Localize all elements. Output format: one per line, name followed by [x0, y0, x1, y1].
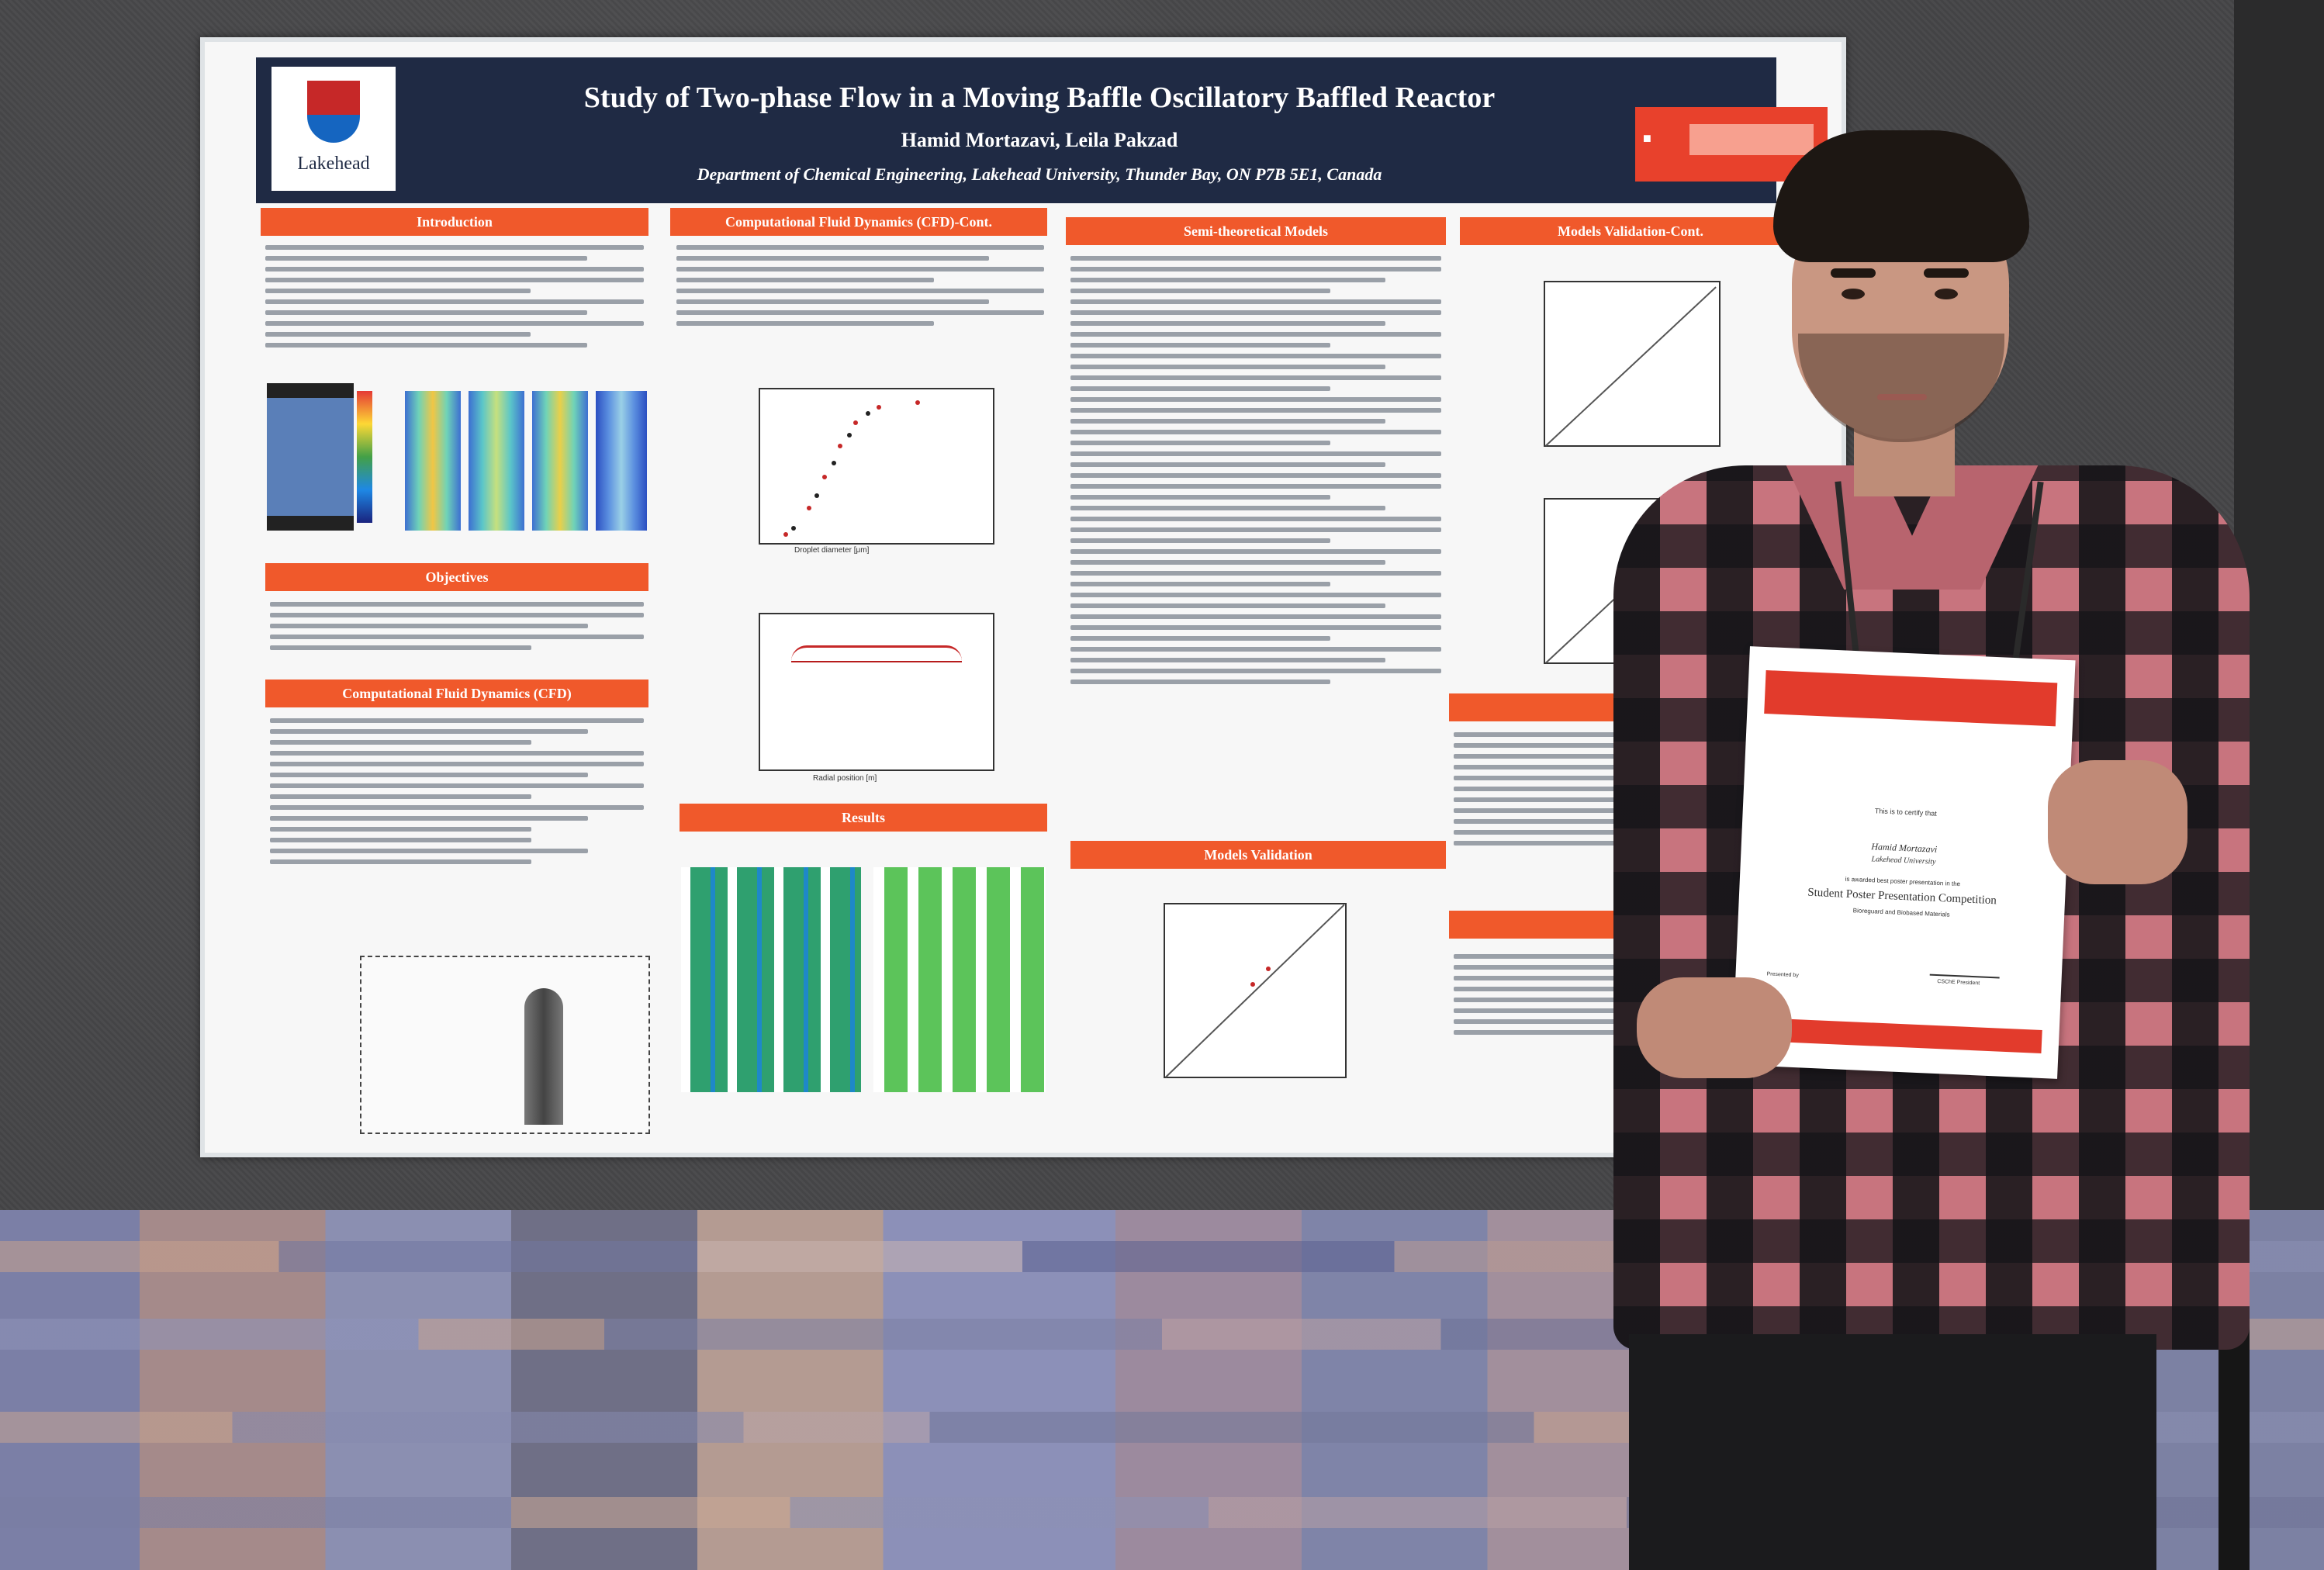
plot1-xlabel: Droplet diameter [μm] — [794, 546, 870, 555]
certificate-heading: This is to certify that — [1874, 807, 1938, 818]
section-models-validation-cont: Models Validation-Cont. — [1460, 217, 1801, 245]
right-hand — [2048, 760, 2187, 884]
certificate-president-label: CSChE President — [1937, 979, 1980, 987]
mouth — [1877, 394, 1927, 400]
cumulative-distribution-plot — [759, 388, 994, 545]
cfd-contour — [405, 391, 461, 531]
reactor-image — [267, 383, 354, 531]
section-results: Results — [680, 804, 1047, 832]
section-introduction: Introduction — [261, 208, 648, 236]
conference-logo-band — [1689, 124, 1814, 155]
section-cfd-cont: Computational Fluid Dynamics (CFD)-Cont. — [670, 208, 1047, 236]
section-objectives: Objectives — [265, 563, 648, 591]
certificate-presented-by: Presented by — [1766, 971, 1799, 979]
shield-icon — [307, 81, 360, 143]
eyebrow — [1924, 268, 1969, 278]
geometry-figure — [360, 956, 650, 1134]
president-signature — [1929, 960, 2001, 979]
poster-authors: Hamid Mortazavi, Leila Pakzad — [901, 129, 1178, 151]
cfd-text — [270, 718, 644, 870]
validation-plot-max — [1544, 281, 1721, 447]
eye — [1842, 289, 1865, 299]
eyebrow — [1831, 268, 1876, 278]
university-logo: Lakehead — [271, 67, 396, 191]
left-hand — [1637, 977, 1792, 1078]
contour-results-a — [681, 867, 861, 1092]
sauter-diameter-plot — [759, 613, 994, 771]
objectives-text — [270, 602, 644, 656]
eye — [1935, 289, 1958, 299]
semi-theoretical-text — [1070, 256, 1441, 690]
poster-header: Study of Two-phase Flow in a Moving Baff… — [256, 57, 1828, 203]
section-models-validation: Models Validation — [1070, 841, 1446, 869]
references-text — [1454, 954, 1717, 1041]
color-scale-bar — [357, 391, 372, 523]
introduction-text — [265, 245, 644, 354]
conference-logo-mark: ■ — [1643, 130, 1651, 146]
certificate-header-band — [1764, 670, 2058, 727]
dark-pants — [1629, 1334, 2156, 1570]
plot2-xlabel: Radial position [m] — [813, 774, 877, 783]
section-semi-theoretical: Semi-theoretical Models — [1066, 217, 1446, 245]
cfd-cont-text — [676, 245, 1044, 332]
validation-parity-plot — [1164, 903, 1347, 1078]
poster-title: Study of Two-phase Flow in a Moving Baff… — [583, 81, 1496, 114]
conclusion-text — [1454, 732, 1717, 852]
cfd-contour — [532, 391, 588, 531]
cfd-contour — [596, 391, 647, 531]
poster-affiliation: Department of Chemical Engineering, Lake… — [697, 164, 1382, 184]
university-logo-text: Lakehead — [297, 154, 370, 174]
contour-results-b — [873, 867, 1046, 1092]
hair — [1773, 130, 2029, 262]
certificate-footer-band — [1749, 1017, 2042, 1053]
cfd-contour — [469, 391, 524, 531]
section-cfd: Computational Fluid Dynamics (CFD) — [265, 680, 648, 707]
research-poster: Study of Two-phase Flow in a Moving Baff… — [200, 37, 1846, 1157]
